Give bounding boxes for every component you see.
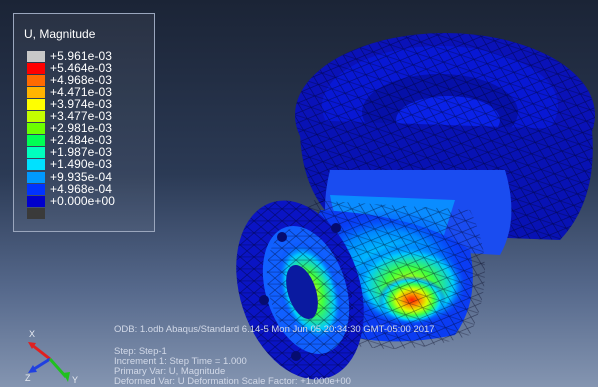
axis-triad: X Z Y xyxy=(25,329,78,385)
legend-swatch xyxy=(27,195,45,207)
legend-value: +2.981e-03 xyxy=(50,121,113,136)
primary-var-line: Primary Var: U, Magnitude xyxy=(114,366,226,377)
triad-y-label: Y xyxy=(72,375,78,385)
triad-x-axis: X xyxy=(28,329,51,361)
triad-y-axis: Y xyxy=(48,358,78,385)
odb-info-line: ODB: 1.odb Abaqus/Standard 6.14-5 Mon Ju… xyxy=(114,324,435,335)
legend-title: U, Magnitude xyxy=(24,27,96,41)
legend-swatch xyxy=(27,87,45,99)
increment-info-line: Increment 1: Step Time = 1.000 xyxy=(114,356,247,367)
legend-value: +3.974e-03 xyxy=(50,97,113,112)
triad-z-axis: Z xyxy=(25,357,51,383)
legend-swatch xyxy=(27,171,45,183)
legend-swatch xyxy=(27,51,45,62)
legend-value: +1.490e-03 xyxy=(50,157,113,172)
legend-value: +9.935e-04 xyxy=(50,169,113,184)
contour-legend: U, Magnitude +5.961e-03 +5.464e-03 +4.968e… xyxy=(13,13,155,232)
legend-value: +4.968e-03 xyxy=(50,73,113,88)
legend-value: +0.000e+00 xyxy=(50,193,116,208)
legend-value: +5.961e-03 xyxy=(50,49,113,63)
legend-swatch xyxy=(27,135,45,147)
legend-value: +4.968e-04 xyxy=(50,181,113,196)
step-info-line: Step: Step-1 xyxy=(114,346,167,357)
legend-swatch xyxy=(27,63,45,75)
legend-value: +3.477e-03 xyxy=(50,109,113,124)
front-flange xyxy=(236,200,364,380)
legend-swatch xyxy=(27,75,45,87)
legend-value: +4.471e-03 xyxy=(50,85,113,100)
triad-x-label: X xyxy=(29,329,35,339)
legend-value: +5.464e-03 xyxy=(50,61,113,76)
legend-swatch-bottom xyxy=(27,207,45,219)
legend-swatch xyxy=(27,123,45,135)
triad-z-label: Z xyxy=(25,373,31,383)
legend-swatch xyxy=(27,111,45,123)
legend-swatch xyxy=(27,99,45,111)
legend-swatch xyxy=(27,147,45,159)
legend-value: +2.484e-03 xyxy=(50,133,113,148)
legend-value: +1.987e-03 xyxy=(50,145,113,160)
legend-swatch xyxy=(27,159,45,171)
legend-swatch xyxy=(27,183,45,195)
deformed-var-line: Deformed Var: U Deformation Scale Factor… xyxy=(114,376,351,387)
